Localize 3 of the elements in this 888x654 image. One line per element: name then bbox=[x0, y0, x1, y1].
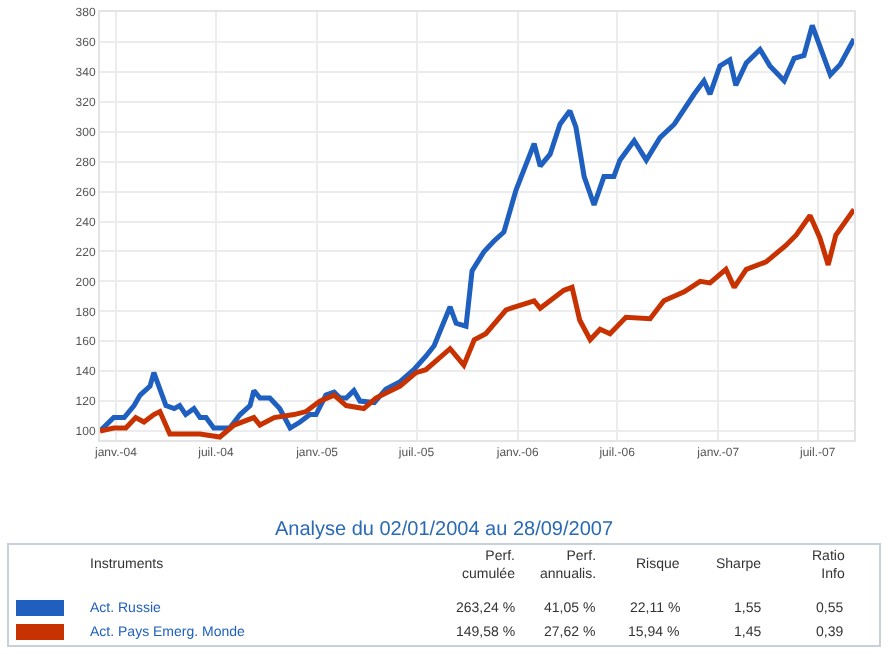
line-series bbox=[100, 207, 854, 440]
line-series bbox=[100, 22, 854, 434]
text: Analyse du 02/01/2004 au 28/09/2007 bbox=[274, 519, 614, 541]
